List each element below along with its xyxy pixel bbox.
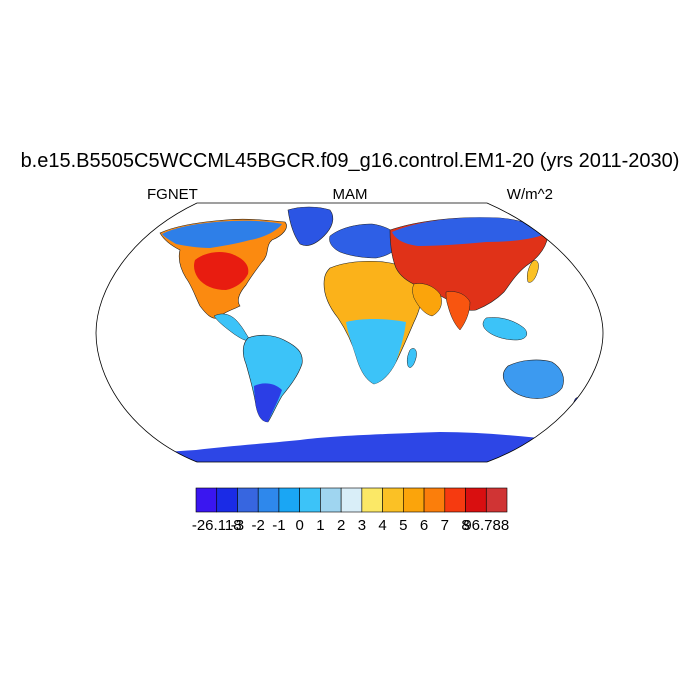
- africa-south: [346, 319, 406, 384]
- colorbar-box-1: [216, 487, 238, 513]
- colorbar-labels: -26.118-3 -2 -1 0 1 2 3 4 5 6 7 896.788: [192, 517, 509, 534]
- colorbar-label-3: -1: [272, 517, 285, 534]
- madagascar: [406, 348, 417, 368]
- units-label: W/m^2: [506, 186, 553, 203]
- arabia: [412, 283, 442, 317]
- greenland: [287, 206, 334, 246]
- colorbar-label-2: -2: [252, 517, 265, 534]
- colorbar-label-4: 0: [295, 517, 303, 534]
- colorbar-box-9: [382, 487, 404, 513]
- season-label: MAM: [332, 186, 368, 203]
- colorbar-label-6: 2: [337, 517, 345, 534]
- colorbar-label-9: 5: [399, 517, 407, 534]
- colorbar-boxes: [195, 487, 508, 513]
- colorbar-label-5: 1: [316, 517, 324, 534]
- india: [445, 291, 471, 331]
- colorbar-box-11: [423, 487, 446, 513]
- colorbar-label-12: 8: [461, 517, 469, 534]
- colorbar-label-1: -3: [231, 517, 244, 534]
- colorbar-box-0: [195, 487, 218, 513]
- colorbar-label-13: 96.788: [463, 517, 509, 534]
- colorbar-box-12: [444, 487, 466, 513]
- colorbar-box-3: [257, 487, 280, 513]
- colorbar-box-2: [237, 487, 259, 513]
- antarctica: [96, 432, 603, 462]
- variable-label: FGNET: [147, 186, 198, 203]
- siberia: [392, 217, 546, 246]
- japan: [526, 260, 539, 283]
- colorbar-label-0: -26.118: [192, 517, 242, 534]
- colorbar-box-4: [278, 487, 300, 513]
- north-america-north: [162, 220, 282, 248]
- plot-title: b.e15.B5505C5WCCML45BGCR.f09_g16.control…: [20, 150, 680, 172]
- south-america-south: [254, 383, 282, 422]
- colorbar-box-10: [403, 487, 425, 513]
- colorbar-box-6: [320, 487, 342, 513]
- map-border: [95, 202, 604, 463]
- colorbar-box-8: [361, 487, 383, 513]
- north-america-hot: [194, 252, 249, 290]
- colorbar-label-8: 4: [378, 517, 386, 534]
- southeast-asia: [482, 317, 527, 341]
- colorbar-label-11: 7: [441, 517, 449, 534]
- colorbar-label-7: 3: [358, 517, 366, 534]
- colorbar-box-7: [340, 487, 363, 513]
- colorbar-box-13: [465, 487, 487, 513]
- australia: [502, 359, 564, 399]
- colorbar-box-5: [299, 487, 321, 513]
- colorbar-label-10: 6: [420, 517, 428, 534]
- map-content: [96, 206, 603, 462]
- colorbar-box-14: [485, 487, 508, 513]
